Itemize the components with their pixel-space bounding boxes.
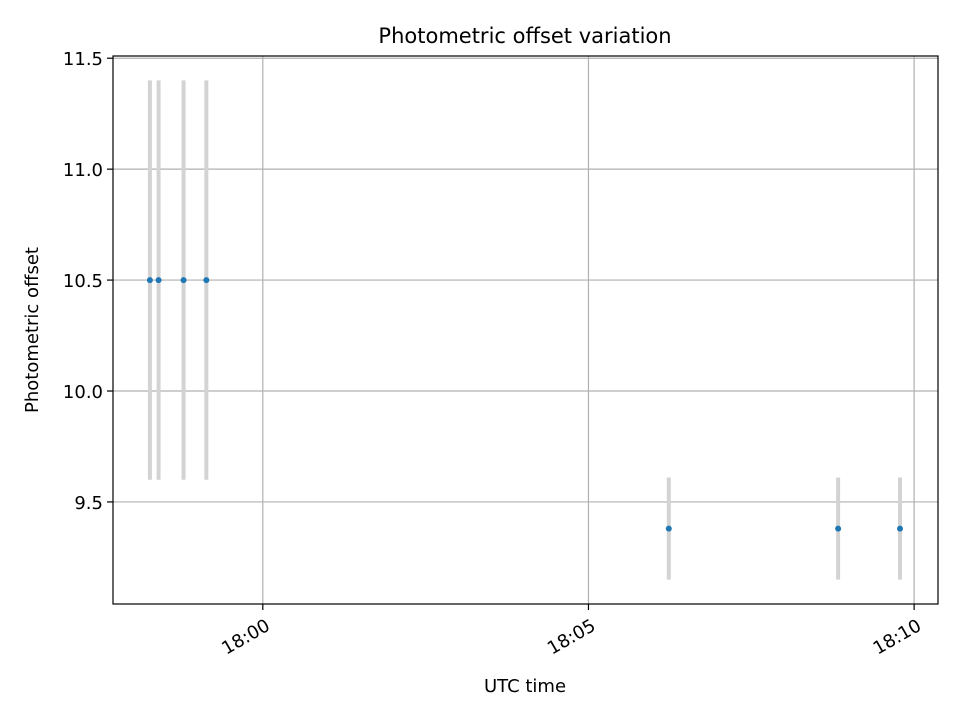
data-points [146,277,904,532]
data-point [203,277,210,284]
y-axis-label: Photometric offset [22,247,43,413]
data-point [155,277,162,284]
data-point [146,277,153,284]
data-point [180,277,187,284]
y-tick-label: 10.0 [63,382,103,403]
grid [113,56,938,604]
y-tick-label: 10.5 [63,271,103,292]
data-point [665,525,672,532]
plot-frame [112,55,939,605]
y-tick-label: 11.0 [63,160,103,181]
x-axis-label: UTC time [484,676,566,697]
y-tick-label: 11.5 [63,49,103,70]
chart-title: Photometric offset variation [378,24,671,48]
y-tick-label: 9.5 [74,493,103,514]
data-point [835,525,842,532]
data-point [897,525,904,532]
